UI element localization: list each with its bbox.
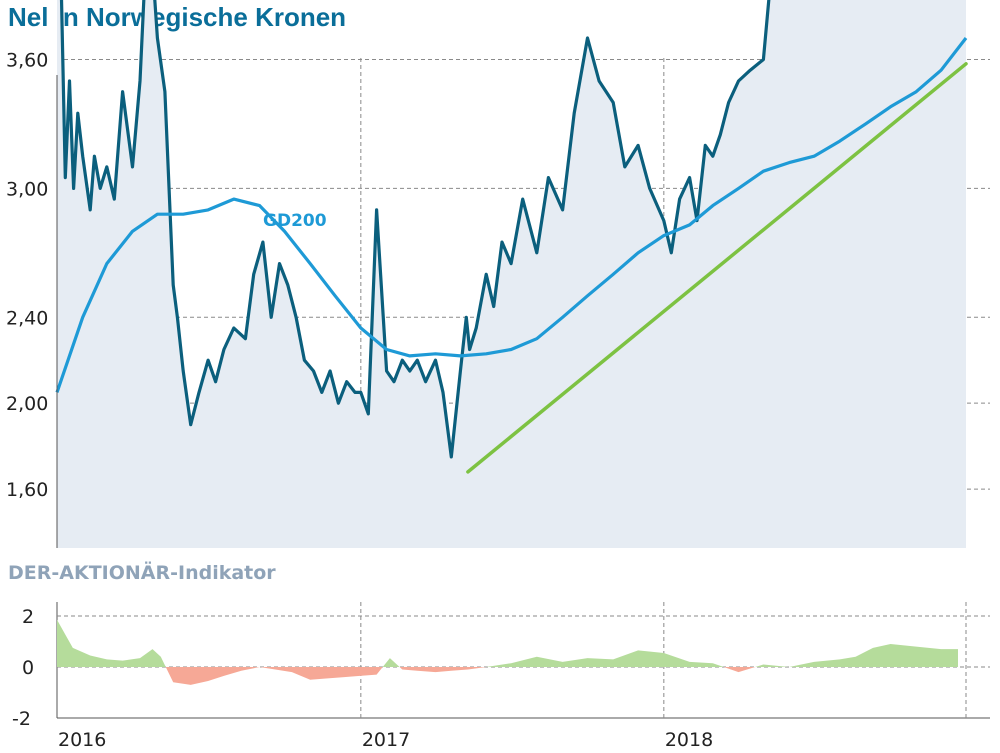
y-tick-label: 3,60 [6,50,48,72]
x-tick-label: 2017 [362,729,410,751]
y-tick-label: 2,40 [6,307,48,329]
chart-title: Nel in Norwegische Kronen [8,2,347,32]
x-tick-label: 2018 [665,729,713,751]
indicator-y-tick-label: 2 [22,606,34,628]
indicator-y-tick-label: -2 [12,708,31,730]
y-tick-label: 2,00 [6,393,48,415]
y-tick-label: 1,60 [6,479,48,501]
gd200-line [55,37,968,393]
gd200-label: GD200 [263,211,327,231]
price-area [57,0,966,548]
trendline [466,62,968,474]
price-line [59,0,771,459]
y-tick-label: 3,00 [6,178,48,200]
indicator-y-tick-label: 0 [22,657,34,679]
indicator-negative-area [57,667,958,685]
indicator-title: DER-AKTIONÄR-Indikator [8,562,276,584]
indicator-positive-area [57,619,958,667]
x-tick-label: 2016 [58,729,106,751]
